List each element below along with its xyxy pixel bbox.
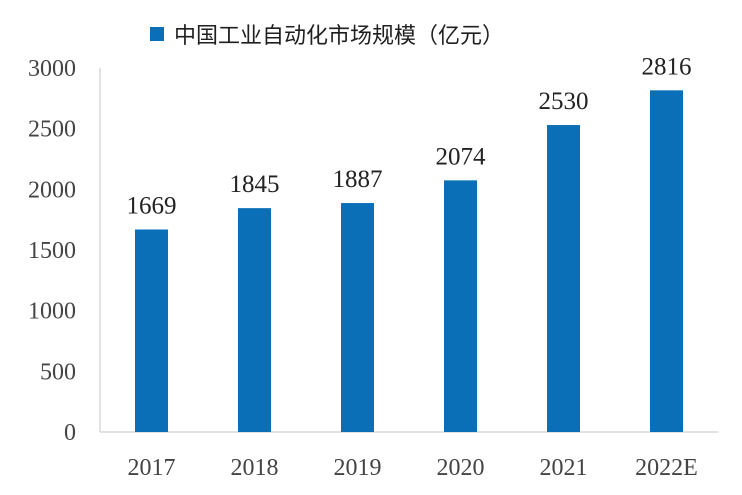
chart-legend: 中国工业自动化市场规模（亿元）: [150, 18, 504, 50]
y-tick-label: 2000: [28, 177, 76, 203]
y-tick-label: 1500: [28, 238, 76, 264]
x-tick-label: 2018: [231, 455, 279, 481]
y-tick-label: 0: [64, 420, 76, 446]
bar: [547, 125, 580, 432]
data-label: 2530: [539, 88, 589, 115]
bar: [135, 229, 168, 432]
bar: [238, 208, 271, 432]
data-label: 2816: [642, 53, 692, 80]
y-tick-label: 2500: [28, 117, 76, 143]
x-tick-label: 2021: [540, 455, 588, 481]
legend-swatch: [150, 27, 164, 41]
y-tick-label: 1000: [28, 299, 76, 325]
y-tick-label: 500: [40, 359, 76, 385]
x-tick-label: 2017: [128, 455, 176, 481]
x-tick-label: 2022E: [635, 455, 698, 481]
x-tick-label: 2019: [334, 455, 382, 481]
legend-label: 中国工业自动化市场规模（亿元）: [174, 24, 505, 49]
y-tick-label: 3000: [28, 56, 76, 82]
x-tick-label: 2020: [437, 455, 485, 481]
bar: [650, 90, 683, 433]
data-label: 2074: [436, 143, 487, 170]
data-label: 1845: [230, 171, 280, 198]
data-label: 1669: [127, 192, 177, 219]
bar: [341, 203, 374, 432]
bar: [444, 180, 477, 432]
data-label: 1887: [333, 166, 383, 193]
